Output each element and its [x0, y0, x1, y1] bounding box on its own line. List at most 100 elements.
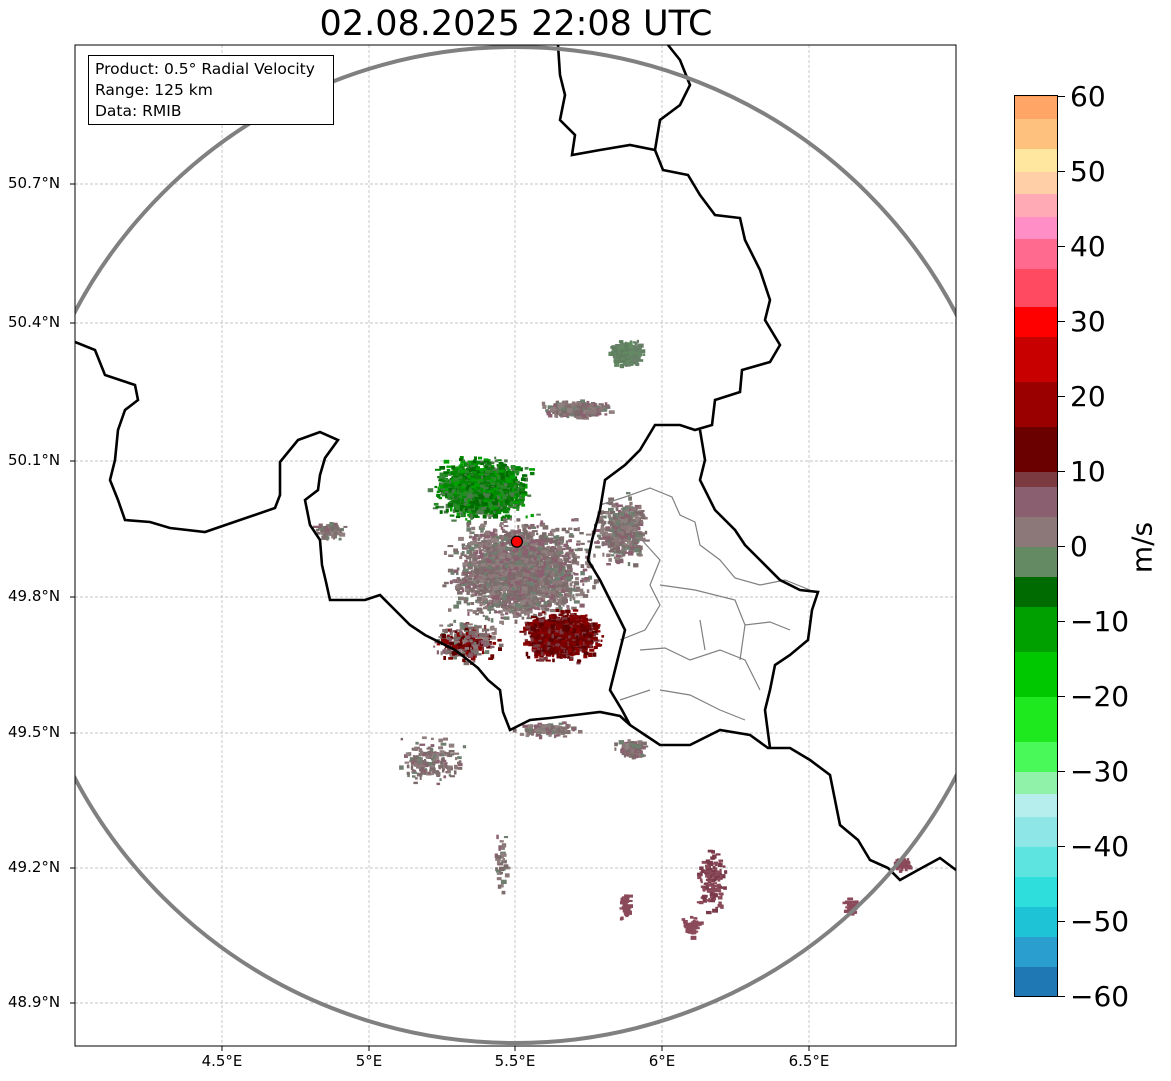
echo-pixel	[466, 461, 469, 465]
echo-pixel	[474, 515, 480, 518]
echo-pixel	[508, 607, 511, 612]
echo-pixel	[555, 548, 560, 553]
echo-pixel	[554, 542, 557, 546]
echo-pixel	[488, 461, 495, 464]
echo-pixel	[517, 613, 522, 617]
echo-pixel	[504, 564, 509, 568]
echo-pixel	[557, 547, 563, 552]
echo-pixel	[555, 535, 560, 538]
echo-pixel	[525, 466, 529, 470]
echo-pixel	[582, 583, 585, 586]
echo-pixel	[525, 593, 531, 596]
echo-pixel	[483, 539, 489, 544]
echo-pixel	[517, 545, 524, 548]
echo-pixel	[439, 484, 445, 489]
echo-pixel	[470, 565, 473, 570]
echo-pixel	[497, 604, 503, 607]
echo-pixel	[473, 579, 476, 583]
echo-pixel	[475, 497, 478, 502]
echo-pixel	[501, 498, 504, 501]
echo-pixel	[544, 572, 549, 577]
echo-pixel	[476, 596, 482, 601]
echo-pixel	[496, 466, 500, 470]
echo-pixel	[521, 545, 527, 550]
echo-pixel	[498, 598, 501, 603]
echo-pixel	[506, 555, 509, 560]
echo-pixel	[500, 550, 503, 553]
echo-pixel	[540, 598, 543, 602]
echo-pixel	[512, 613, 519, 618]
echo-pixel	[485, 481, 490, 485]
echo-pixel	[483, 486, 487, 490]
echo-pixel	[451, 476, 454, 480]
echo-pixel	[475, 460, 481, 465]
echo-pixel	[537, 607, 541, 611]
echo-pixel	[529, 573, 532, 576]
echo-pixel	[481, 578, 487, 582]
echo-pixel	[498, 470, 504, 473]
echo-pixel	[456, 512, 461, 516]
echo-pixel	[475, 561, 479, 564]
echo-pixel	[510, 492, 515, 497]
echo-pixel	[466, 470, 469, 474]
echo-pixel	[461, 483, 466, 486]
echo-pixel	[479, 510, 485, 515]
echo-pixel	[499, 559, 504, 564]
echo-pixel	[515, 552, 520, 556]
echo-pixel	[515, 580, 520, 585]
echo-pixel	[506, 480, 511, 486]
echo-pixel	[540, 565, 545, 569]
echo-pixel	[568, 560, 572, 564]
echo-pixel	[521, 581, 524, 586]
echo-pixel	[532, 551, 535, 555]
echo-pixel	[455, 506, 461, 511]
echo-pixel	[470, 531, 475, 535]
echo-pixel	[561, 597, 568, 602]
echo-pixel	[523, 542, 528, 546]
echo-pixel	[530, 565, 535, 568]
echo-pixel	[500, 504, 503, 509]
echo-pixel	[565, 540, 569, 544]
echo-pixel	[478, 610, 481, 614]
echo-pixel	[516, 612, 519, 616]
echo-pixel	[491, 466, 494, 470]
echo-pixel	[558, 536, 564, 542]
echo-pixel	[495, 565, 501, 568]
echo-pixel	[507, 541, 510, 544]
echo-pixel	[556, 589, 560, 594]
echo-pixel	[560, 579, 563, 584]
echo-pixel	[564, 558, 569, 563]
echo-pixel	[541, 569, 545, 572]
echo-pixel	[563, 588, 570, 592]
echo-pixel	[524, 547, 528, 552]
echo-pixel	[557, 581, 562, 585]
echo-pixel	[461, 543, 466, 546]
echo-pixel	[493, 581, 498, 587]
echo-pixel	[497, 503, 503, 507]
echo-pixel	[460, 486, 465, 490]
echo-pixel	[448, 554, 454, 557]
echo-pixel	[558, 541, 564, 544]
echo-pixel	[562, 568, 565, 573]
echo-pixel	[441, 479, 447, 483]
echo-pixel	[549, 540, 553, 544]
echo-pixel	[500, 502, 504, 507]
echo-pixel	[467, 507, 473, 512]
echo-pixel	[504, 501, 509, 504]
echo-pixel	[537, 550, 543, 555]
echo-pixel	[467, 609, 473, 612]
echo-pixel	[487, 539, 492, 543]
echo-pixel	[483, 460, 490, 463]
echo-pixel	[486, 559, 493, 563]
echo-pixel	[522, 567, 528, 571]
echo-pixel	[508, 471, 515, 475]
echo-pixel	[439, 477, 445, 481]
echo-pixel	[530, 513, 534, 518]
echo-pixel	[527, 577, 531, 582]
echo-pixel	[476, 509, 482, 514]
echo-pixel	[530, 586, 534, 590]
echo-pixel	[537, 580, 544, 583]
echo-pixel	[481, 566, 487, 571]
echo-pixel	[529, 582, 534, 587]
echo-pixel	[502, 595, 507, 600]
